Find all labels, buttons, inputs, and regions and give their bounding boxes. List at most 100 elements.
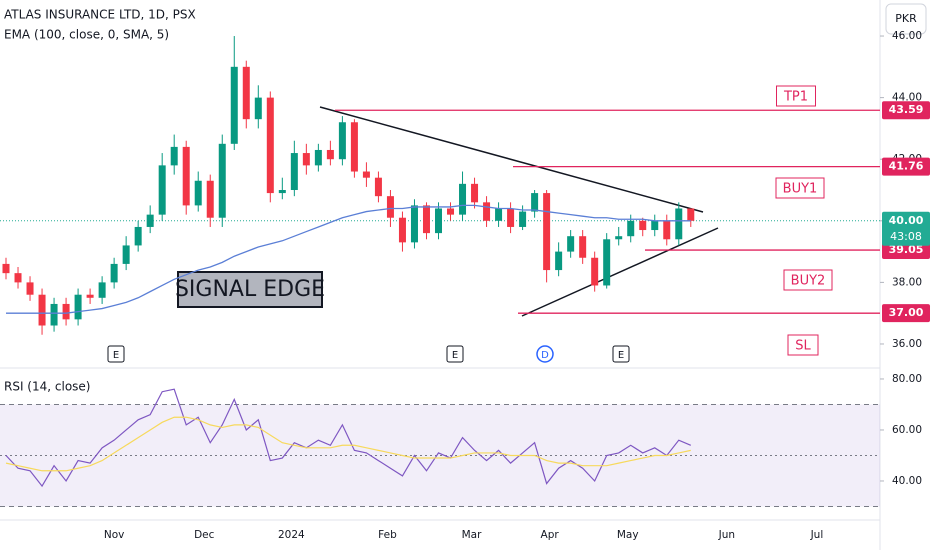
event-marker [446, 345, 464, 363]
rsi-title: RSI (14, close) [4, 380, 90, 394]
event-label: E [113, 350, 119, 361]
candle-body [495, 208, 503, 221]
candle-body [651, 220, 659, 231]
event-label: D [541, 350, 549, 361]
candle-body [386, 196, 394, 218]
candle-body [38, 294, 46, 326]
candle-body [615, 236, 623, 240]
candle-body [110, 263, 118, 283]
candle-body [434, 208, 442, 234]
candle-body [206, 180, 214, 218]
currency-label: PKR [895, 12, 917, 25]
candle-body [519, 211, 527, 227]
candle-body [398, 217, 406, 243]
y-tick-label: 80.00 [892, 373, 922, 385]
candle-body [302, 153, 310, 166]
candle-body [639, 220, 647, 231]
y-tick-label: 60.00 [892, 424, 922, 436]
candle-body [627, 220, 635, 237]
candle-body [314, 149, 322, 166]
candle-body [122, 245, 130, 264]
currency-button[interactable] [885, 3, 927, 35]
last-price-tag [882, 211, 930, 246]
candle-body [567, 236, 575, 252]
candle-body [98, 282, 106, 298]
candle-body [531, 193, 539, 212]
candle-body [338, 122, 346, 160]
candle-body [182, 146, 190, 206]
x-tick-label: 2024 [278, 529, 305, 541]
candle-body [194, 180, 202, 206]
level-label: 39.05 [889, 243, 924, 256]
x-tick-label: May [617, 529, 639, 541]
candle-body [447, 208, 455, 215]
candle-body [350, 122, 358, 172]
candle-body [326, 149, 334, 160]
annotation-box [787, 334, 819, 356]
candle-body [146, 214, 154, 227]
trendline [319, 106, 704, 213]
watermark: SIGNAL EDGE [175, 277, 325, 302]
annotation: BUY1 [783, 182, 818, 197]
level-label: 37.00 [889, 306, 924, 319]
candle-body [14, 273, 22, 283]
y-tick-label: 44.00 [892, 92, 922, 104]
candle-body [278, 190, 286, 194]
x-tick-label: Jun [718, 529, 735, 541]
candle-body [26, 282, 34, 295]
x-tick-label: Mar [462, 529, 482, 541]
annotation-box [783, 269, 833, 291]
candle-body [687, 208, 695, 221]
x-tick-label: Feb [378, 529, 397, 541]
countdown: 43:08 [890, 230, 922, 243]
rsi-line [5, 416, 691, 472]
candle-body [170, 146, 178, 166]
y-tick-label: 46.00 [892, 30, 922, 42]
annotation-box [776, 85, 816, 107]
candle-body [50, 303, 58, 326]
candle-body [242, 66, 250, 120]
event-marker [612, 345, 630, 363]
candle-body [507, 208, 515, 227]
candle-body [663, 220, 671, 240]
candle-body [86, 294, 94, 298]
x-tick-label: Nov [104, 529, 125, 541]
candle-body [218, 143, 226, 218]
candle-body [266, 97, 274, 194]
candle-body [483, 202, 491, 221]
chart-title: ATLAS INSURANCE LTD, 1D, PSX [4, 8, 196, 22]
candle-body [675, 208, 683, 240]
candle-body [603, 239, 611, 286]
candle-body [471, 183, 479, 203]
y-tick-label: 38.00 [892, 276, 922, 288]
level-tag [882, 304, 930, 323]
annotation-box [775, 177, 825, 199]
candle-body [74, 294, 82, 320]
event-marker [107, 345, 125, 363]
candle-body [2, 263, 10, 274]
candle-body [230, 66, 238, 144]
candle-body [62, 303, 70, 320]
x-tick-label: Jul [810, 529, 824, 541]
candle-body [158, 165, 166, 215]
candle-body [254, 97, 262, 120]
level-label: 43.59 [889, 103, 924, 116]
y-tick-label: 36.00 [892, 338, 922, 350]
candle-body [374, 177, 382, 197]
x-tick-label: Dec [194, 529, 215, 541]
event-label: E [618, 350, 624, 361]
candle-body [410, 205, 418, 243]
candle-body [543, 193, 551, 271]
candle-body [579, 236, 587, 258]
candle-body [422, 205, 430, 234]
level-tag [882, 157, 930, 176]
annotation: SL [795, 339, 811, 354]
annotation: TP1 [783, 90, 808, 105]
candle-body [591, 257, 599, 286]
candle-body [459, 183, 467, 215]
annotation: BUY2 [791, 274, 826, 289]
level-label: 41.76 [889, 160, 924, 173]
ema-line [6, 204, 691, 314]
x-tick-label: Apr [541, 529, 560, 541]
